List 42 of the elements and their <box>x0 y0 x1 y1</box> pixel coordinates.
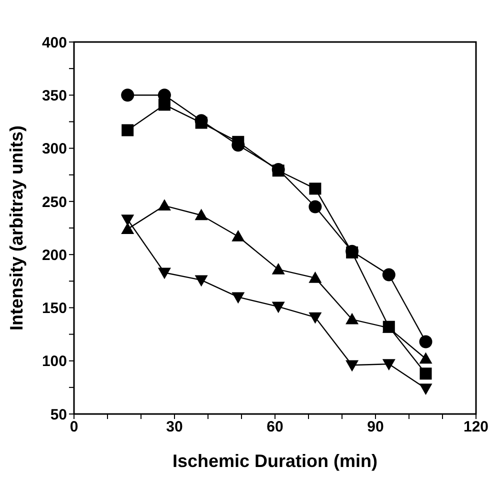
point <box>308 312 322 324</box>
x-tick-label: 30 <box>166 418 183 436</box>
point <box>419 335 432 348</box>
point <box>122 124 134 136</box>
point <box>121 88 134 102</box>
point <box>346 312 359 324</box>
point <box>195 116 208 129</box>
x-tick-label: 120 <box>463 418 489 436</box>
y-tick-label: 200 <box>42 246 67 264</box>
y-axis-title: Intensity (arbitray units) <box>6 125 26 331</box>
y-tick-label: 350 <box>42 87 67 104</box>
point <box>158 98 170 111</box>
point <box>158 268 171 280</box>
point <box>309 182 322 195</box>
y-tick-label: 100 <box>42 353 67 370</box>
point <box>232 136 244 148</box>
point <box>272 262 285 274</box>
point <box>308 200 322 214</box>
point <box>272 302 285 314</box>
x-tick-label: 0 <box>70 418 78 436</box>
y-tick-label: 400 <box>42 34 67 52</box>
point <box>194 275 208 287</box>
y-tick-label: 50 <box>50 406 67 424</box>
point <box>382 359 396 371</box>
x-axis-title: Ischemic Duration (min) <box>172 451 378 471</box>
point <box>194 208 208 220</box>
point <box>420 368 432 380</box>
point <box>346 360 359 372</box>
point <box>121 222 134 234</box>
point <box>382 268 396 282</box>
y-tick-label: 150 <box>42 300 67 318</box>
point <box>232 230 245 242</box>
point <box>158 199 171 211</box>
point <box>232 292 245 304</box>
x-tick-label: 60 <box>266 418 284 436</box>
y-tick-label: 300 <box>42 140 67 158</box>
point <box>121 214 134 226</box>
point <box>308 271 322 283</box>
point <box>419 384 432 395</box>
x-tick-label: 90 <box>367 418 384 436</box>
y-tick-label: 250 <box>42 194 67 211</box>
point <box>419 352 432 364</box>
